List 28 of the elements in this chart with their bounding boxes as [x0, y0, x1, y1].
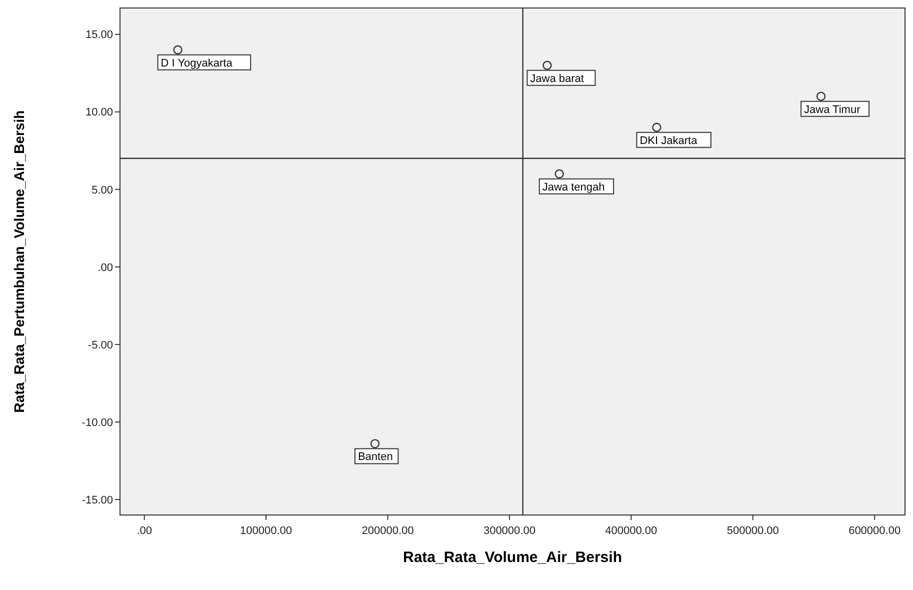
x-tick-label: 600000.00	[848, 525, 901, 537]
y-axis-title: Rata_Rata_Pertumbuhan_Volume_Air_Bersih	[11, 110, 27, 413]
point	[816, 92, 826, 101]
y-tick-label: -5.00	[88, 339, 113, 352]
annotation: Jawa Timur	[804, 104, 861, 116]
annotation: Jawa tengah	[542, 181, 605, 194]
annotation: DKI Jakarta	[640, 134, 698, 147]
x-tick-label: 200000.00	[362, 525, 414, 537]
annotation: D I Yogyakarta	[160, 57, 234, 70]
x-tick-label: 500000.00	[726, 525, 779, 537]
y-tick-label: .00	[98, 262, 113, 274]
y-tick-label: -15.00	[82, 494, 113, 506]
point	[652, 122, 662, 132]
x-tick-label: 100000.00	[240, 525, 292, 537]
point	[173, 45, 182, 54]
x-tick-label: .00	[136, 525, 152, 537]
y-tick-label: 10.00	[85, 106, 113, 119]
point	[370, 439, 380, 448]
annotation: Banten	[358, 451, 393, 464]
y-tick-label: -10.00	[82, 416, 113, 429]
point	[542, 60, 552, 70]
y-tick-label: 15.00	[85, 29, 113, 42]
point	[554, 169, 564, 178]
x-tick-label: 300000.00	[483, 525, 536, 537]
y-tick-label: 5.00	[92, 184, 113, 196]
x-axis-title: Rata_Rata_Volume_Air_Bersih	[403, 549, 622, 566]
x-tick-label: 400000.00	[605, 525, 658, 537]
annotation: Jawa barat	[530, 72, 584, 85]
